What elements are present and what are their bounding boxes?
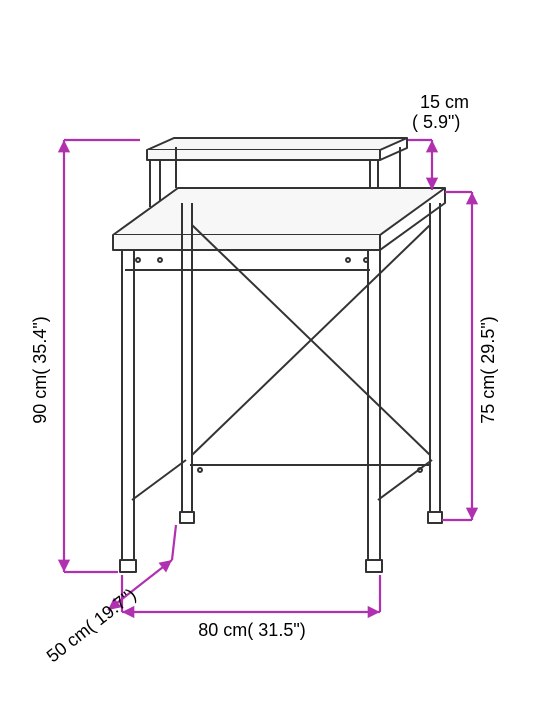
label-depth: 50 cm( 19.7") (43, 584, 140, 666)
label-shelf-height-in: ( 5.9") (412, 112, 460, 132)
label-width: 80 cm( 31.5") (198, 620, 305, 640)
desk-object (113, 138, 445, 572)
dimension-diagram: 90 cm( 35.4") 75 cm( 29.5") 15 cm ( 5.9"… (0, 0, 540, 720)
label-desk-height: 75 cm( 29.5") (478, 316, 498, 423)
dimension-labels: 90 cm( 35.4") 75 cm( 29.5") 15 cm ( 5.9"… (30, 92, 498, 666)
label-shelf-height-cm: 15 cm (420, 92, 469, 112)
label-total-height: 90 cm( 35.4") (30, 316, 50, 423)
